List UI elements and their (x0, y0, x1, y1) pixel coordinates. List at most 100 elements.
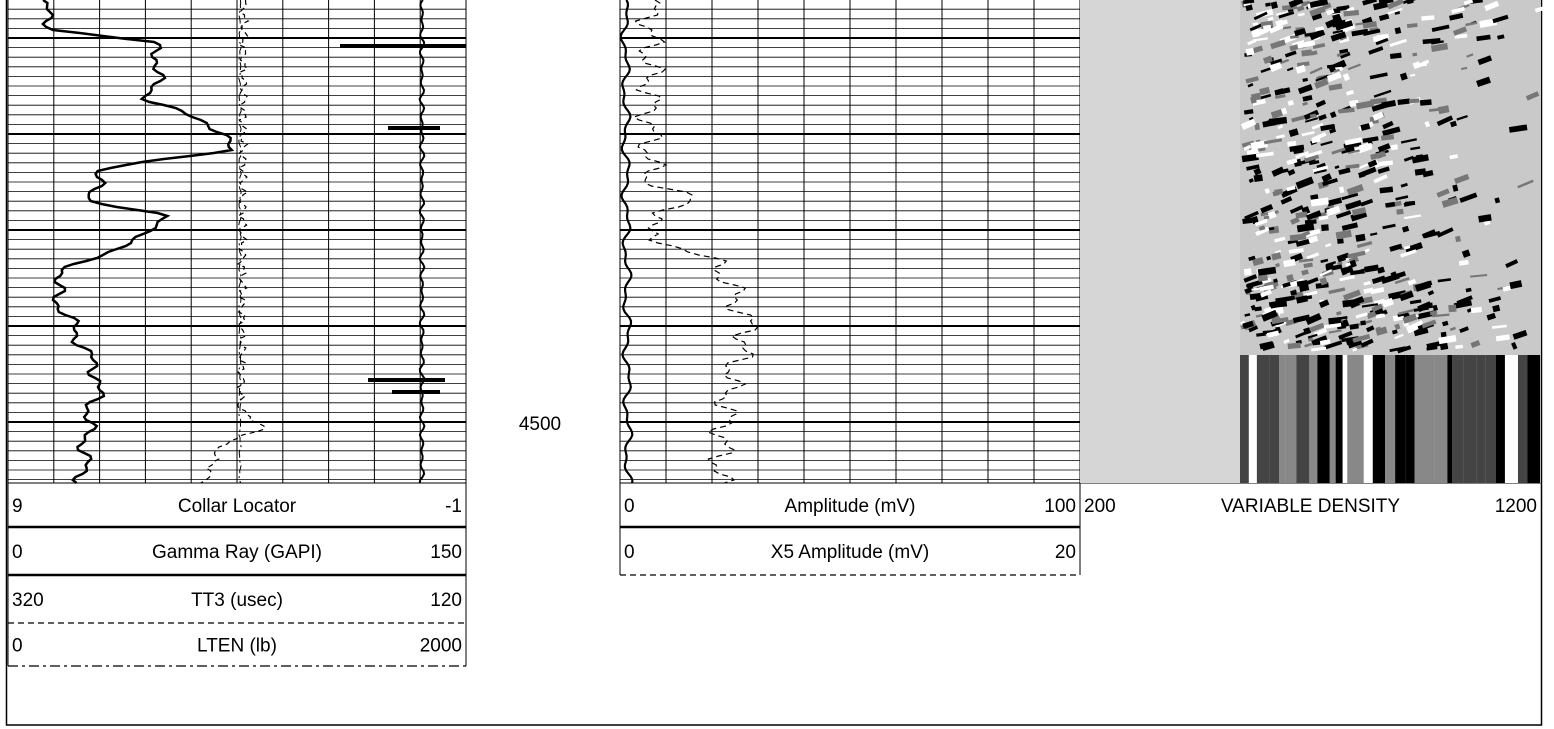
vdl-blob (1364, 264, 1379, 273)
vdl-blob (1470, 339, 1481, 348)
vdl-blob (1333, 68, 1340, 73)
vdl-blob (1286, 67, 1294, 72)
vdl-blob (1315, 99, 1327, 108)
vdl-blob (1385, 201, 1396, 208)
vdl-blob (1288, 128, 1299, 137)
vdl-blob (1348, 296, 1365, 307)
vdl-blob (1296, 222, 1315, 233)
vdl-blob (1455, 344, 1464, 349)
vdl-blob (1403, 313, 1410, 318)
vdl-blob (1254, 123, 1260, 131)
vdl-stripe (1463, 355, 1477, 483)
vdl-blob (1470, 306, 1483, 314)
vdl-blob (1286, 185, 1296, 192)
vdl-blob (1296, 5, 1305, 12)
vdl-blob (1410, 146, 1421, 151)
vdl-blob (1328, 329, 1342, 334)
scale-left: 320 (12, 590, 44, 611)
scale-left: 0 (624, 542, 635, 563)
vdl-blob (1323, 322, 1342, 329)
vdl-blob (1466, 53, 1474, 58)
vdl-blob (1261, 342, 1275, 351)
vdl-blob (1394, 333, 1404, 340)
vdl-blob (1352, 347, 1358, 352)
vdl-blob (1315, 342, 1321, 346)
vdl-blob (1345, 89, 1354, 96)
vdl-blob (1304, 219, 1317, 225)
vdl-stripe (1405, 355, 1415, 483)
vdl-blob (1439, 342, 1449, 351)
vdl-stripe (1485, 355, 1496, 483)
vdl-blob (1371, 303, 1383, 313)
vdl-blob (1341, 192, 1359, 201)
vdl-blob (1360, 320, 1366, 326)
vdl-blob (1470, 273, 1488, 278)
vdl-blob (1453, 173, 1470, 185)
vdl-blob (1270, 109, 1283, 119)
vdl-blob (1304, 290, 1318, 297)
vdl-blob (1359, 142, 1373, 150)
vdl-blob (1339, 51, 1351, 59)
vdl-stripe (1309, 355, 1318, 483)
vdl-blob (1267, 16, 1274, 22)
vdl-blob (1400, 182, 1408, 188)
vdl-blob (1479, 18, 1498, 29)
vdl-blob (1406, 0, 1414, 5)
vdl-blob (1362, 21, 1378, 29)
vdl-blob (1491, 324, 1507, 329)
vdl-blob (1360, 338, 1374, 348)
vdl-blob (1367, 159, 1378, 168)
vdl-blob (1329, 111, 1337, 119)
amplitude-curve (619, 0, 634, 484)
vdl-blob (1402, 313, 1418, 324)
vdl-blob (1373, 174, 1388, 184)
tt3-curve (200, 0, 266, 484)
vdl-blob (1404, 214, 1421, 220)
vdl-blob (1442, 320, 1449, 327)
gamma-ray-curve (41, 0, 235, 484)
vdl-blob (1302, 277, 1319, 287)
vdl-blob (1370, 287, 1385, 295)
vdl-blob (1301, 269, 1309, 276)
vdl-blob (1250, 140, 1268, 150)
vdl-blob (1320, 140, 1333, 146)
vdl-blob (1403, 155, 1414, 162)
scale-right: 2000 (420, 636, 462, 657)
scale-left: 0 (12, 636, 23, 657)
vdl-blob (1476, 34, 1491, 42)
vdl-blob (1257, 266, 1277, 276)
vdl-blob (1342, 73, 1350, 82)
vdl-blob (1403, 245, 1411, 250)
vdl-blob (1344, 137, 1363, 146)
curve-name: VARIABLE DENSITY (1221, 496, 1400, 517)
vdl-blob (1304, 153, 1320, 163)
vdl-blob (1253, 174, 1263, 183)
vdl-blob (1465, 287, 1472, 293)
curve-name: X5 Amplitude (mV) (771, 542, 929, 563)
vdl-blob (1286, 158, 1298, 166)
vdl-blob (1346, 183, 1364, 196)
vdl-blob (1255, 151, 1274, 158)
vdl-blob (1259, 86, 1271, 96)
vdl-blob (1332, 29, 1344, 34)
vdl-blob (1321, 224, 1329, 232)
scale-right: 100 (1044, 496, 1076, 517)
vdl-blob (1371, 101, 1390, 112)
vdl-stripe (1240, 355, 1249, 483)
frame (5, 0, 1543, 726)
scale-left: 9 (12, 496, 23, 517)
vdl-blob (1378, 160, 1394, 167)
vdl-blob (1275, 326, 1280, 330)
vdl-blob (1332, 13, 1341, 22)
vdl-blob (1338, 330, 1353, 340)
vdl-blob (1454, 33, 1468, 39)
vdl-blob (1304, 31, 1321, 37)
vdl-blob (1269, 61, 1283, 73)
vdl-blob (1341, 222, 1359, 231)
vdl-blob (1291, 114, 1308, 123)
vdl-blob (1275, 295, 1294, 303)
vdl-stripe (1354, 355, 1364, 483)
vdl-blob (1405, 320, 1425, 334)
vdl-blob (1352, 333, 1371, 343)
vdl-blob (1244, 313, 1251, 317)
